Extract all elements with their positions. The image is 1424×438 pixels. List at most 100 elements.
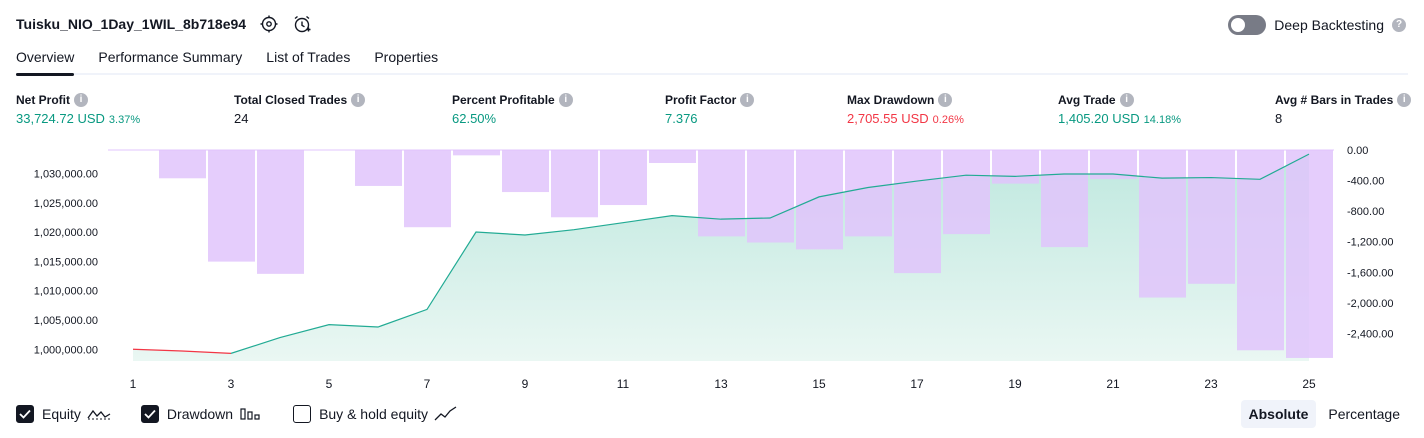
deep-backtesting-toggle[interactable] xyxy=(1228,15,1267,35)
info-icon[interactable]: i xyxy=(74,93,88,107)
left-axis-tick-label: 1,005,000.00 xyxy=(34,315,98,327)
toggle-knob xyxy=(1231,18,1246,32)
equity-label: Equity xyxy=(42,406,81,422)
metric-percent-profitable: Percent Profitable i 62.50% xyxy=(452,93,573,126)
metric-label: Profit Factor xyxy=(665,93,737,107)
metric-max-drawdown: Max Drawdown i 2,705.55 USD 0.26% xyxy=(847,93,964,126)
left-axis-tick-label: 1,000,000.00 xyxy=(34,344,98,356)
drawdown-bar xyxy=(551,150,598,218)
right-axis-tick-label: -2,000.00 xyxy=(1347,298,1393,310)
metric-value: 2,705.55 USD xyxy=(847,111,929,126)
metrics-row: Net Profit i 33,724.72 USD 3.37% Total Clo… xyxy=(0,93,1424,133)
strategy-header: Tuisku_NIO_1Day_1WIL_8b718e94 Deep Backt… xyxy=(16,14,1408,36)
equity-line-icon xyxy=(87,409,111,420)
drawdown-bar xyxy=(502,150,549,193)
drawdown-bar xyxy=(600,150,647,206)
x-axis-tick-label: 5 xyxy=(326,377,333,391)
drawdown-bar xyxy=(1188,150,1235,284)
info-icon[interactable]: i xyxy=(740,93,755,107)
metric-label: Net Profit xyxy=(16,93,70,107)
metric-sub-value: 3.37% xyxy=(108,114,141,126)
metric-label: Avg # Bars in Trades xyxy=(1275,93,1394,107)
drawdown-bar xyxy=(1286,150,1333,358)
right-axis-tick-label: -1,200.00 xyxy=(1347,237,1393,249)
drawdown-bar xyxy=(453,150,500,156)
drawdown-bar xyxy=(943,150,990,235)
absolute-button[interactable]: Absolute xyxy=(1240,400,1317,428)
strategy-name: Tuisku_NIO_1Day_1WIL_8b718e94 xyxy=(16,16,247,32)
drawdown-bar xyxy=(1237,150,1284,351)
metric-label: Total Closed Trades xyxy=(234,93,348,107)
x-axis-tick-label: 25 xyxy=(1302,377,1316,391)
x-axis-tick-label: 15 xyxy=(812,377,826,391)
x-axis-tick-label: 7 xyxy=(424,377,431,391)
metric-profit-factor: Profit Factor i 7.376 xyxy=(665,93,755,126)
right-axis-tick-label: -1,600.00 xyxy=(1347,267,1393,279)
info-icon[interactable]: i xyxy=(558,93,573,107)
metric-label: Max Drawdown xyxy=(847,93,935,107)
drawdown-bar xyxy=(894,150,941,274)
drawdown-checkbox[interactable] xyxy=(140,405,159,423)
metric-value: 33,724.72 USD xyxy=(16,111,105,126)
percentage-button[interactable]: Percentage xyxy=(1328,406,1400,422)
bar-chart-icon xyxy=(240,408,260,420)
metric-label: Percent Profitable xyxy=(452,93,555,107)
metric-sub-value: 0.26% xyxy=(932,114,964,126)
metric-avg-bars-in-trades: Avg # Bars in Trades i 8 xyxy=(1275,93,1412,126)
drawdown-bar xyxy=(845,150,892,237)
report-tabs: Overview Performance Summary List of Tra… xyxy=(16,48,438,76)
buy-hold-checkbox[interactable] xyxy=(293,405,312,423)
tabs-divider xyxy=(16,73,1408,75)
equity-line-loss xyxy=(132,348,232,354)
help-icon[interactable]: ? xyxy=(1392,18,1406,32)
equity-area xyxy=(133,154,1309,361)
metric-label: Avg Trade xyxy=(1058,93,1116,107)
deep-backtesting-control: Deep Backtesting ? xyxy=(1228,14,1406,36)
x-axis-tick-label: 11 xyxy=(617,377,630,391)
gear-icon[interactable] xyxy=(259,14,279,34)
equity-line xyxy=(230,153,1310,354)
tab-overview[interactable]: Overview xyxy=(16,48,75,76)
metric-value: 62.50% xyxy=(452,111,497,126)
alarm-clock-icon[interactable] xyxy=(292,14,312,34)
drawdown-bar xyxy=(1139,150,1186,298)
x-axis-tick-label: 23 xyxy=(1204,377,1218,391)
x-axis-tick-label: 21 xyxy=(1106,377,1120,391)
metric-total-closed-trades: Total Closed Trades i 24 xyxy=(234,93,366,126)
info-icon[interactable]: i xyxy=(351,93,366,107)
tab-performance-summary[interactable]: Performance Summary xyxy=(98,49,243,65)
info-icon[interactable]: i xyxy=(938,93,953,107)
legend-drawdown[interactable]: Drawdown xyxy=(140,405,263,423)
drawdown-bar xyxy=(1041,150,1088,248)
x-axis-tick-label: 19 xyxy=(1008,377,1022,391)
left-axis-tick-label: 1,015,000.00 xyxy=(34,256,98,268)
trend-line-icon xyxy=(434,406,457,421)
legend-buy-hold[interactable]: Buy & hold equity xyxy=(293,405,458,423)
drawdown-bar xyxy=(208,150,255,262)
info-icon[interactable]: i xyxy=(1119,93,1134,107)
tab-properties[interactable]: Properties xyxy=(374,49,439,65)
metric-value: 24 xyxy=(234,111,249,126)
right-axis-tick-label: 0.00 xyxy=(1347,145,1368,157)
drawdown-bar xyxy=(257,150,304,274)
metric-value: 7.376 xyxy=(665,111,698,126)
right-axis-tick-label: -800.00 xyxy=(1347,206,1384,218)
display-mode-switch: Absolute Percentage xyxy=(1240,400,1409,428)
info-icon[interactable]: i xyxy=(1397,93,1412,107)
drawdown-bar xyxy=(796,150,843,250)
metric-net-profit: Net Profit i 33,724.72 USD 3.37% xyxy=(16,93,140,126)
metric-avg-trade: Avg Trade i 1,405.20 USD 14.18% xyxy=(1058,93,1181,126)
x-axis-tick-label: 3 xyxy=(228,377,235,391)
chart-legend: Equity Drawdown Buy & hold equity xyxy=(16,402,488,426)
drawdown-bar xyxy=(355,150,402,186)
legend-equity[interactable]: Equity xyxy=(16,405,111,423)
drawdown-label: Drawdown xyxy=(166,406,234,422)
metric-value: 8 xyxy=(1275,111,1283,126)
tab-list-of-trades[interactable]: List of Trades xyxy=(266,49,351,65)
x-axis-tick-label: 13 xyxy=(714,377,728,391)
metric-sub-value: 14.18% xyxy=(1143,114,1181,126)
equity-drawdown-chart: 1,000,000.00 1,005,000.00 1,010,000.00 1,01… xyxy=(34,145,1394,391)
equity-checkbox[interactable] xyxy=(16,405,34,423)
right-axis-tick-label: -2,400.00 xyxy=(1347,328,1393,340)
drawdown-bar xyxy=(1090,150,1137,180)
